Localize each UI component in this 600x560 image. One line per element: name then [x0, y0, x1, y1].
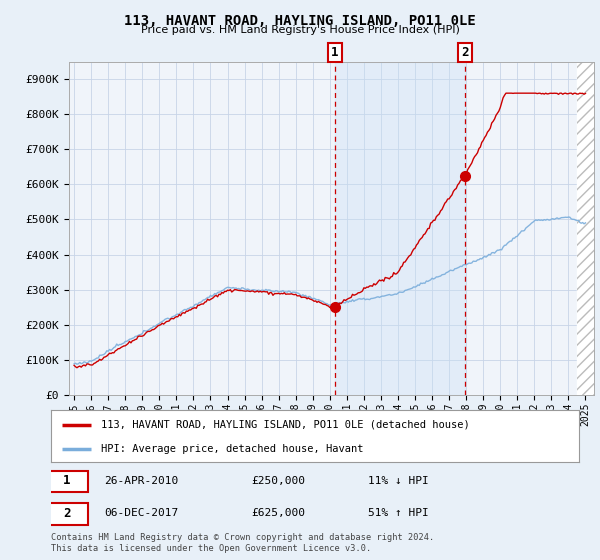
Text: £625,000: £625,000 [251, 508, 305, 519]
FancyBboxPatch shape [46, 503, 88, 525]
Text: 1: 1 [331, 46, 339, 59]
Text: 51% ↑ HPI: 51% ↑ HPI [368, 508, 428, 519]
Text: HPI: Average price, detached house, Havant: HPI: Average price, detached house, Hava… [101, 444, 364, 454]
Text: 113, HAVANT ROAD, HAYLING ISLAND, PO11 0LE (detached house): 113, HAVANT ROAD, HAYLING ISLAND, PO11 0… [101, 420, 470, 430]
Text: 2: 2 [63, 507, 71, 520]
Bar [577, 62, 594, 395]
Text: Price paid vs. HM Land Registry's House Price Index (HPI): Price paid vs. HM Land Registry's House … [140, 25, 460, 35]
Bar [335, 62, 465, 395]
Text: 11% ↓ HPI: 11% ↓ HPI [368, 475, 428, 486]
Text: 2: 2 [461, 46, 469, 59]
Text: 26-APR-2010: 26-APR-2010 [104, 475, 178, 486]
Text: 113, HAVANT ROAD, HAYLING ISLAND, PO11 0LE: 113, HAVANT ROAD, HAYLING ISLAND, PO11 0… [124, 14, 476, 28]
Text: 1: 1 [63, 474, 71, 487]
FancyBboxPatch shape [46, 470, 88, 492]
Bar [577, 62, 594, 395]
Text: £250,000: £250,000 [251, 475, 305, 486]
Text: 06-DEC-2017: 06-DEC-2017 [104, 508, 178, 519]
Text: Contains HM Land Registry data © Crown copyright and database right 2024.
This d: Contains HM Land Registry data © Crown c… [51, 533, 434, 553]
